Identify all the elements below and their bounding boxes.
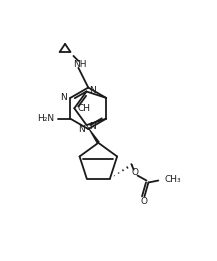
Text: N: N [89,122,96,130]
Text: CH: CH [77,104,90,113]
Text: N: N [79,124,85,134]
Text: NH: NH [73,60,86,69]
Polygon shape [86,125,100,144]
Text: N: N [61,93,67,102]
Text: CH₃: CH₃ [164,175,181,184]
Text: N: N [89,86,96,95]
Text: O: O [140,197,147,206]
Text: H₂N: H₂N [37,114,54,123]
Text: O: O [131,168,138,177]
